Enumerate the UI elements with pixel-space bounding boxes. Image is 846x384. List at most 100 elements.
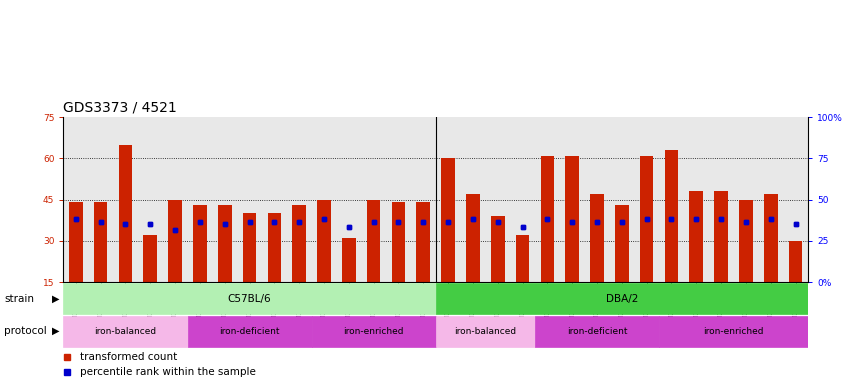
Bar [168, 200, 182, 282]
Bar [144, 235, 157, 282]
Text: iron-enriched: iron-enriched [343, 327, 404, 336]
Text: iron-enriched: iron-enriched [703, 327, 764, 336]
Bar [411, 117, 436, 282]
Bar [436, 316, 535, 347]
Bar [94, 202, 107, 282]
Bar [665, 150, 678, 282]
Bar [442, 158, 455, 282]
Text: ▶: ▶ [52, 293, 59, 304]
Bar [367, 200, 381, 282]
Bar [243, 214, 256, 282]
Bar [138, 117, 162, 282]
Bar [262, 117, 287, 282]
Text: protocol: protocol [4, 326, 47, 336]
Bar [560, 117, 585, 282]
Bar [609, 117, 634, 282]
Bar [188, 117, 212, 282]
Bar [516, 235, 530, 282]
Text: GDS3373 / 4521: GDS3373 / 4521 [63, 101, 177, 114]
Bar [386, 117, 411, 282]
Text: DBA/2: DBA/2 [606, 293, 638, 304]
Text: C57BL/6: C57BL/6 [228, 293, 272, 304]
Bar [535, 316, 659, 347]
Text: iron-balanced: iron-balanced [454, 327, 516, 336]
Bar [640, 156, 653, 282]
Bar [714, 191, 728, 282]
Bar [342, 238, 355, 282]
Bar [764, 194, 777, 282]
Bar [144, 235, 157, 282]
Bar [585, 117, 609, 282]
Bar [193, 205, 206, 282]
Bar [113, 117, 138, 282]
Bar [243, 214, 256, 282]
Bar [758, 117, 783, 282]
Bar [168, 200, 182, 282]
Bar [684, 117, 709, 282]
Bar [783, 117, 808, 282]
Bar [69, 202, 83, 282]
Text: iron-balanced: iron-balanced [95, 327, 157, 336]
Bar [565, 156, 579, 282]
Bar [714, 191, 728, 282]
Bar [634, 117, 659, 282]
Bar [565, 156, 579, 282]
Bar [188, 316, 311, 347]
Bar [267, 214, 281, 282]
Bar [237, 117, 262, 282]
Bar [689, 191, 703, 282]
Bar [739, 200, 753, 282]
Text: iron-deficient: iron-deficient [567, 327, 627, 336]
Bar [491, 216, 504, 282]
Bar [615, 205, 629, 282]
Bar [317, 200, 331, 282]
Bar [466, 194, 480, 282]
Bar [491, 216, 504, 282]
Bar [361, 117, 386, 282]
Bar [88, 117, 113, 282]
Bar [764, 194, 777, 282]
Bar [63, 117, 88, 282]
Bar [416, 202, 430, 282]
Bar [788, 241, 802, 282]
Bar [212, 117, 237, 282]
Bar [69, 202, 83, 282]
Bar [460, 117, 486, 282]
Bar [665, 150, 678, 282]
Bar [591, 194, 604, 282]
Bar [311, 316, 436, 347]
Text: iron-deficient: iron-deficient [219, 327, 280, 336]
Bar [118, 145, 132, 282]
Bar [342, 238, 355, 282]
Bar [287, 117, 311, 282]
Bar [541, 156, 554, 282]
Bar [416, 202, 430, 282]
Bar [733, 117, 758, 282]
Bar [63, 316, 188, 347]
Text: transformed count: transformed count [80, 352, 178, 362]
Bar [293, 205, 306, 282]
Bar [788, 241, 802, 282]
Bar [659, 117, 684, 282]
Bar [392, 202, 405, 282]
Bar [709, 117, 733, 282]
Bar [94, 202, 107, 282]
Bar [510, 117, 535, 282]
Bar [739, 200, 753, 282]
Bar [63, 283, 436, 314]
Bar [392, 202, 405, 282]
Bar [689, 191, 703, 282]
Bar [466, 194, 480, 282]
Bar [317, 200, 331, 282]
Bar [535, 117, 560, 282]
Bar [293, 205, 306, 282]
Bar [516, 235, 530, 282]
Bar [591, 194, 604, 282]
Bar [218, 205, 232, 282]
Text: strain: strain [4, 293, 34, 304]
Bar [640, 156, 653, 282]
Bar [442, 158, 455, 282]
Bar [615, 205, 629, 282]
Bar [118, 145, 132, 282]
Bar [436, 283, 808, 314]
